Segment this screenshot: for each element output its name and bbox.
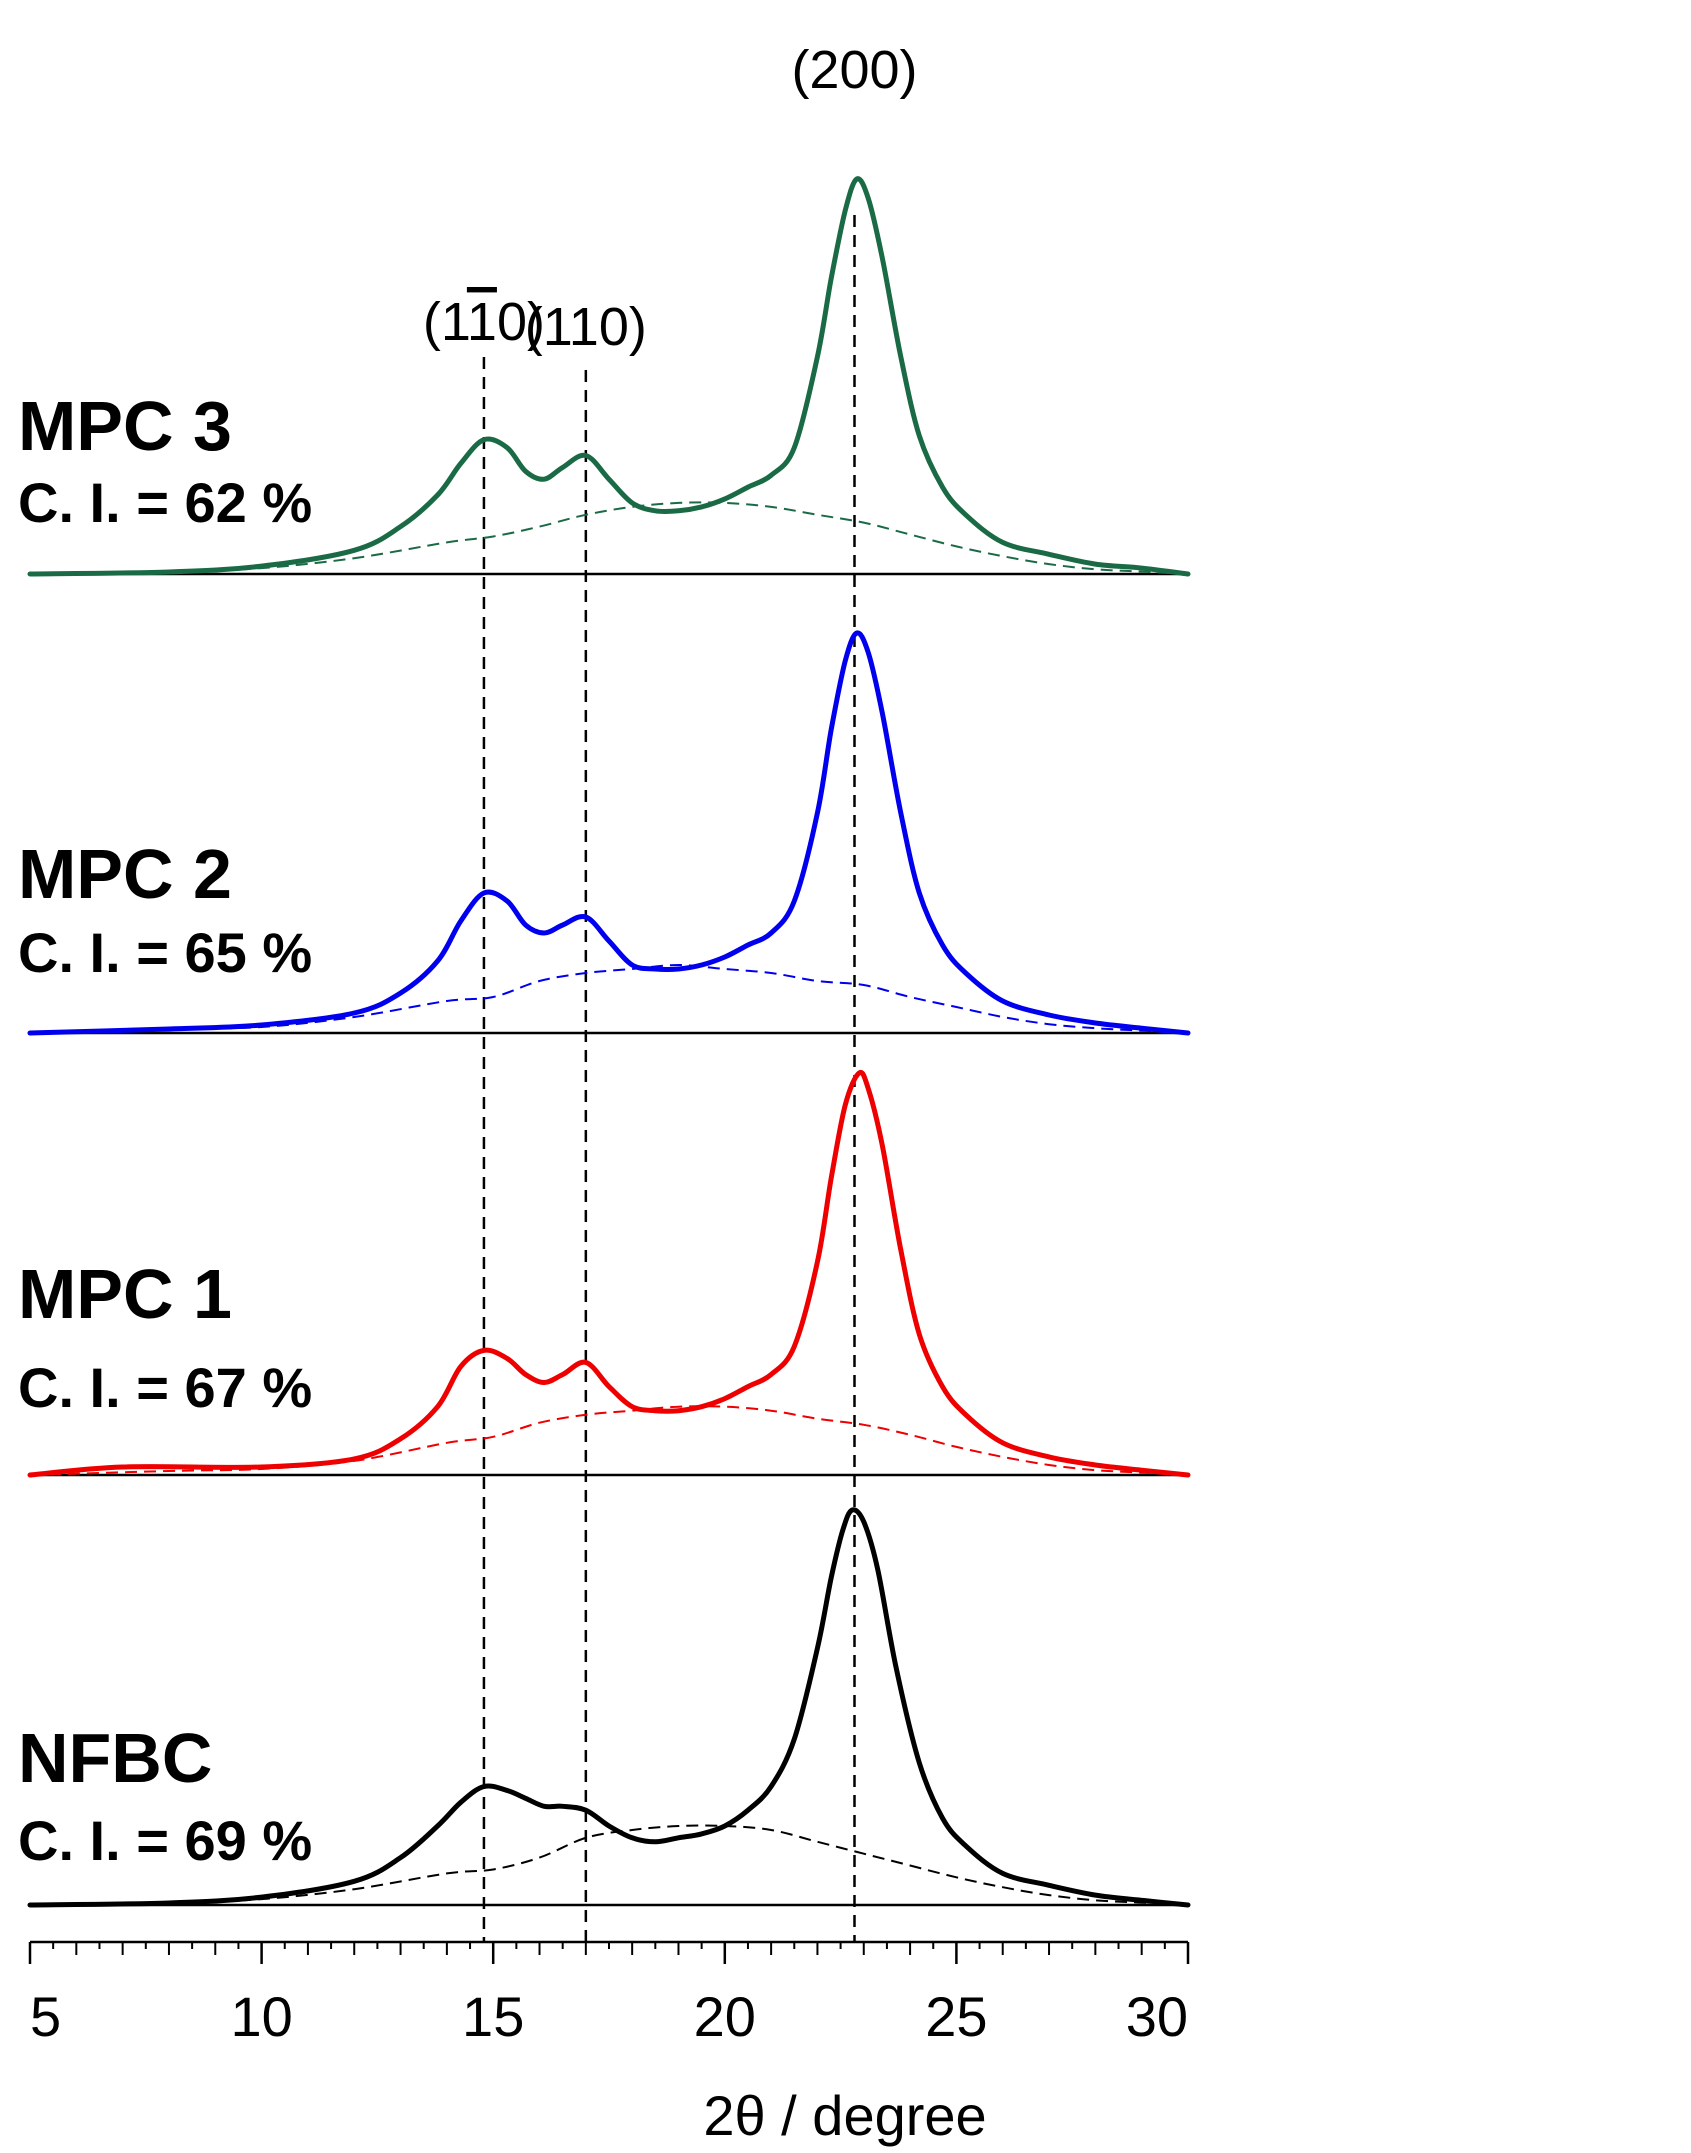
peak-label: (200) <box>791 40 917 100</box>
x-tick-label: 10 <box>230 1985 292 2048</box>
amorphous-fit-line <box>29 501 1189 575</box>
diffraction-curve <box>27 176 1191 577</box>
x-tick-label: 5 <box>30 1985 61 2048</box>
x-tick-label: 20 <box>694 1985 756 2048</box>
crystallinity-label: C. I. = 62 % <box>18 471 312 534</box>
amorphous-fit-line <box>29 963 1189 1034</box>
series-mpc-2: MPC 2 C. I. = 65 % <box>18 630 1191 1036</box>
x-axis-label: 2θ / degree <box>703 2084 986 2147</box>
diffraction-curve <box>27 630 1191 1036</box>
series-mpc-1: MPC 1 C. I. = 67 % <box>18 1069 1191 1478</box>
diffraction-curve <box>27 1069 1191 1478</box>
x-tick-label: 25 <box>925 1985 987 2048</box>
amorphous-fit-line <box>29 1824 1189 1906</box>
diffraction-curve <box>27 1507 1191 1908</box>
peak-markers: (110)(110) (200) <box>423 40 918 1942</box>
x-tick-label: 15 <box>462 1985 524 2048</box>
series-name-label: MPC 2 <box>18 835 232 913</box>
series-name-label: MPC 3 <box>18 387 232 465</box>
crystallinity-label: C. I. = 69 % <box>18 1809 312 1872</box>
series-name-label: MPC 1 <box>18 1255 232 1333</box>
series-name-label: NFBC <box>18 1719 212 1797</box>
x-axis: 5 10 15 20 25 30 <box>28 1940 1190 2048</box>
peak-label: (110) <box>423 292 545 352</box>
series-mpc-3: MPC 3C. I. = 62 % <box>18 176 1191 577</box>
series-nfbc: NFBC C. I. = 69 % <box>18 1507 1191 1908</box>
peak-label: (110) <box>525 297 647 357</box>
x-tick-label: 30 <box>1126 1985 1188 2048</box>
series-group: MPC 3C. I. = 62 % MPC 2 C. I. = 65 % MPC 1 C… <box>18 176 1191 1908</box>
crystallinity-label: C. I. = 67 % <box>18 1356 312 1419</box>
crystallinity-label: C. I. = 65 % <box>18 921 312 984</box>
